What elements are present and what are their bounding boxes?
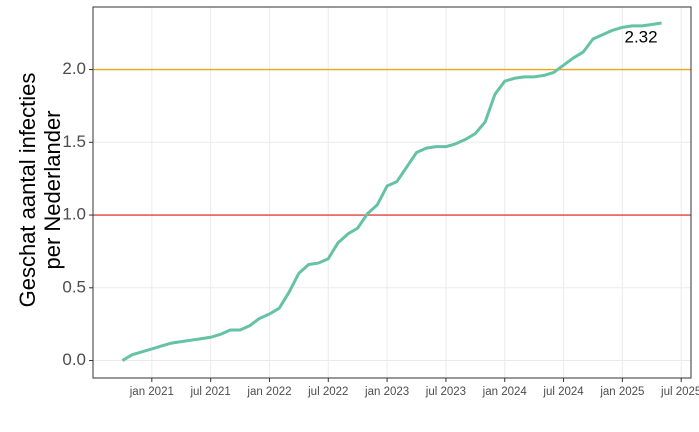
y-tick-label: 1.5 [62, 132, 86, 151]
plot-border [92, 6, 692, 379]
x-tick-label: jul 2022 [307, 386, 348, 398]
y-tick-label: 1.0 [62, 205, 86, 224]
y-tick-label: 0.5 [62, 277, 86, 296]
y-axis-title: per Nederlander [40, 111, 65, 270]
x-tick-label: jan 2025 [599, 386, 644, 398]
x-tick-label: jul 2024 [542, 386, 584, 398]
data-line [121, 21, 662, 362]
x-tick-label: jan 2021 [129, 386, 174, 398]
x-tick-label: jul 2023 [425, 386, 466, 398]
y-tick-label: 2.0 [62, 59, 86, 78]
x-tick-label: jan 2024 [482, 386, 528, 398]
x-tick-label: jan 2023 [364, 386, 409, 398]
x-tick-label: jul 2025 [660, 386, 699, 398]
y-axis-title: Geschat aantal infecties [15, 73, 40, 308]
y-tick-label: 0.0 [62, 350, 86, 369]
value-label: 2.32 [624, 27, 657, 46]
x-tick-label: jul 2021 [189, 386, 230, 398]
x-tick-label: jan 2022 [246, 386, 291, 398]
